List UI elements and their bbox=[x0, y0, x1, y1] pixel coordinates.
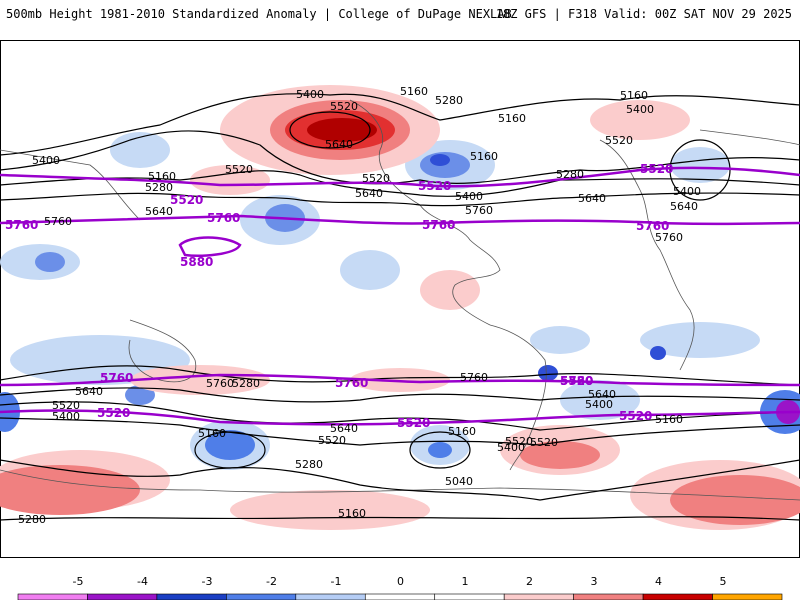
highlight-contour-labels: 5520 5760 5880 5520 5760 5520 5760 5760 … bbox=[5, 162, 673, 430]
colorbar-tick-label: 2 bbox=[526, 575, 533, 588]
contour-label: 5640 bbox=[330, 422, 358, 435]
contour-label-5760: 5760 bbox=[5, 218, 38, 232]
colorbar-tick-label: -3 bbox=[202, 575, 213, 588]
contour-label-5760: 5760 bbox=[100, 371, 133, 385]
contour-label: 5640 bbox=[325, 138, 353, 151]
colorbar-ticks: -5 -4 -3 -2 -1 0 1 2 3 4 5 bbox=[73, 575, 727, 588]
colorbar-segments bbox=[17, 593, 783, 601]
contour-label-5760: 5760 bbox=[560, 374, 593, 388]
colorbar-segment bbox=[642, 593, 713, 601]
contour-label: 5280 bbox=[556, 168, 584, 181]
contour-label-5760: 5760 bbox=[636, 219, 669, 233]
contour-label: 5400 bbox=[296, 88, 324, 101]
height-contour-labels: 5400 5160 5280 5520 5160 5400 5520 5640 … bbox=[18, 85, 701, 526]
colorbar-segment bbox=[712, 593, 783, 601]
contour-label-5520: 5520 bbox=[640, 162, 673, 176]
contour-label: 5760 bbox=[655, 231, 683, 244]
contour-label: 5400 bbox=[673, 185, 701, 198]
colorbar-svg: -5 -4 -3 -2 -1 0 1 2 3 4 5 bbox=[17, 575, 783, 601]
contour-label: 5280 bbox=[232, 377, 260, 390]
contour-label: 5400 bbox=[32, 154, 60, 167]
contour-label-5520: 5520 bbox=[97, 406, 130, 420]
contour-label-5760: 5760 bbox=[422, 218, 455, 232]
colorbar-segment bbox=[573, 593, 644, 601]
colorbar-segment bbox=[156, 593, 227, 601]
contour-label-5520: 5520 bbox=[170, 193, 203, 207]
colorbar-tick-label: 4 bbox=[655, 575, 662, 588]
contour-label: 5160 bbox=[148, 170, 176, 183]
contour-label: 5040 bbox=[445, 475, 473, 488]
colorbar-segment bbox=[364, 593, 436, 601]
contour-label: 5640 bbox=[355, 187, 383, 200]
contour-label: 5520 bbox=[530, 436, 558, 449]
height-contours bbox=[0, 93, 800, 521]
contour-label: 5760 bbox=[465, 204, 493, 217]
contour-label: 5640 bbox=[75, 385, 103, 398]
contour-label: 5520 bbox=[330, 100, 358, 113]
contour-label: 5280 bbox=[295, 458, 323, 471]
contour-label: 5160 bbox=[338, 507, 366, 520]
contour-label: 5160 bbox=[620, 89, 648, 102]
contour-label: 5520 bbox=[505, 435, 533, 448]
contour-label: 5400 bbox=[626, 103, 654, 116]
highlight-contours bbox=[0, 166, 800, 426]
contour-label: 5400 bbox=[585, 398, 613, 411]
contour-label: 5640 bbox=[578, 192, 606, 205]
colorbar-tick-label: 0 bbox=[397, 575, 404, 588]
contour-label: 5160 bbox=[470, 150, 498, 163]
colorbar-segment bbox=[434, 593, 505, 601]
contour-label-5760: 5760 bbox=[207, 211, 240, 225]
contour-label: 5280 bbox=[18, 513, 46, 526]
positive-anomaly-shading bbox=[0, 85, 800, 530]
contour-label: 5760 bbox=[44, 215, 72, 228]
colorbar-tick-label: 5 bbox=[720, 575, 727, 588]
contour-label: 5520 bbox=[318, 434, 346, 447]
contour-label: 5280 bbox=[435, 94, 463, 107]
colorbar-segment bbox=[87, 593, 158, 601]
colorbar-tick-label: 1 bbox=[462, 575, 469, 588]
contour-label: 5160 bbox=[498, 112, 526, 125]
colorbar-segment bbox=[17, 593, 88, 601]
contour-label-5520: 5520 bbox=[418, 179, 451, 193]
colorbar-segment bbox=[295, 593, 366, 601]
contour-label: 5520 bbox=[225, 163, 253, 176]
contour-label-5520: 5520 bbox=[619, 409, 652, 423]
colorbar-segment bbox=[226, 593, 297, 601]
contour-label-5880: 5880 bbox=[180, 255, 213, 269]
map-panel[interactable]: 5400 5160 5280 5520 5160 5400 5520 5640 … bbox=[0, 40, 800, 558]
colorbar-tick-label: -5 bbox=[73, 575, 84, 588]
contour-label: 5520 bbox=[362, 172, 390, 185]
contour-label: 5760 bbox=[206, 377, 234, 390]
contour-label: 5520 bbox=[52, 399, 80, 412]
contour-label-5520: 5520 bbox=[397, 416, 430, 430]
colorbar-tick-label: -4 bbox=[137, 575, 148, 588]
contour-label: 5400 bbox=[455, 190, 483, 203]
contour-label: 5400 bbox=[52, 410, 80, 423]
contour-label: 5520 bbox=[605, 134, 633, 147]
contour-label: 5160 bbox=[400, 85, 428, 98]
colorbar-tick-label: -2 bbox=[266, 575, 277, 588]
contour-label: 5160 bbox=[655, 413, 683, 426]
contour-label: 5640 bbox=[670, 200, 698, 213]
header: 500mb Height 1981-2010 Standardized Anom… bbox=[0, 0, 800, 30]
anomaly-colorbar: -5 -4 -3 -2 -1 0 1 2 3 4 5 bbox=[0, 570, 800, 601]
map-canvas[interactable]: 5400 5160 5280 5520 5160 5400 5520 5640 … bbox=[0, 40, 800, 558]
contour-label: 5640 bbox=[145, 205, 173, 218]
colorbar-tick-label: -1 bbox=[331, 575, 342, 588]
contour-label: 5280 bbox=[145, 181, 173, 194]
contour-label: 5400 bbox=[497, 441, 525, 454]
contour-label-5520: 5520 bbox=[560, 374, 593, 388]
model-run-info: 18Z GFS | F318 Valid: 00Z SAT NOV 29 202… bbox=[495, 7, 792, 21]
contour-label-5760: 5760 bbox=[335, 376, 368, 390]
contour-label: 5160 bbox=[198, 427, 226, 440]
colorbar-tick-label: 3 bbox=[591, 575, 598, 588]
contour-label: 5760 bbox=[460, 371, 488, 384]
colorbar-segment bbox=[503, 593, 574, 601]
map-title: 500mb Height 1981-2010 Standardized Anom… bbox=[6, 7, 512, 21]
contour-label: 5160 bbox=[448, 425, 476, 438]
contour-label: 5640 bbox=[588, 388, 616, 401]
